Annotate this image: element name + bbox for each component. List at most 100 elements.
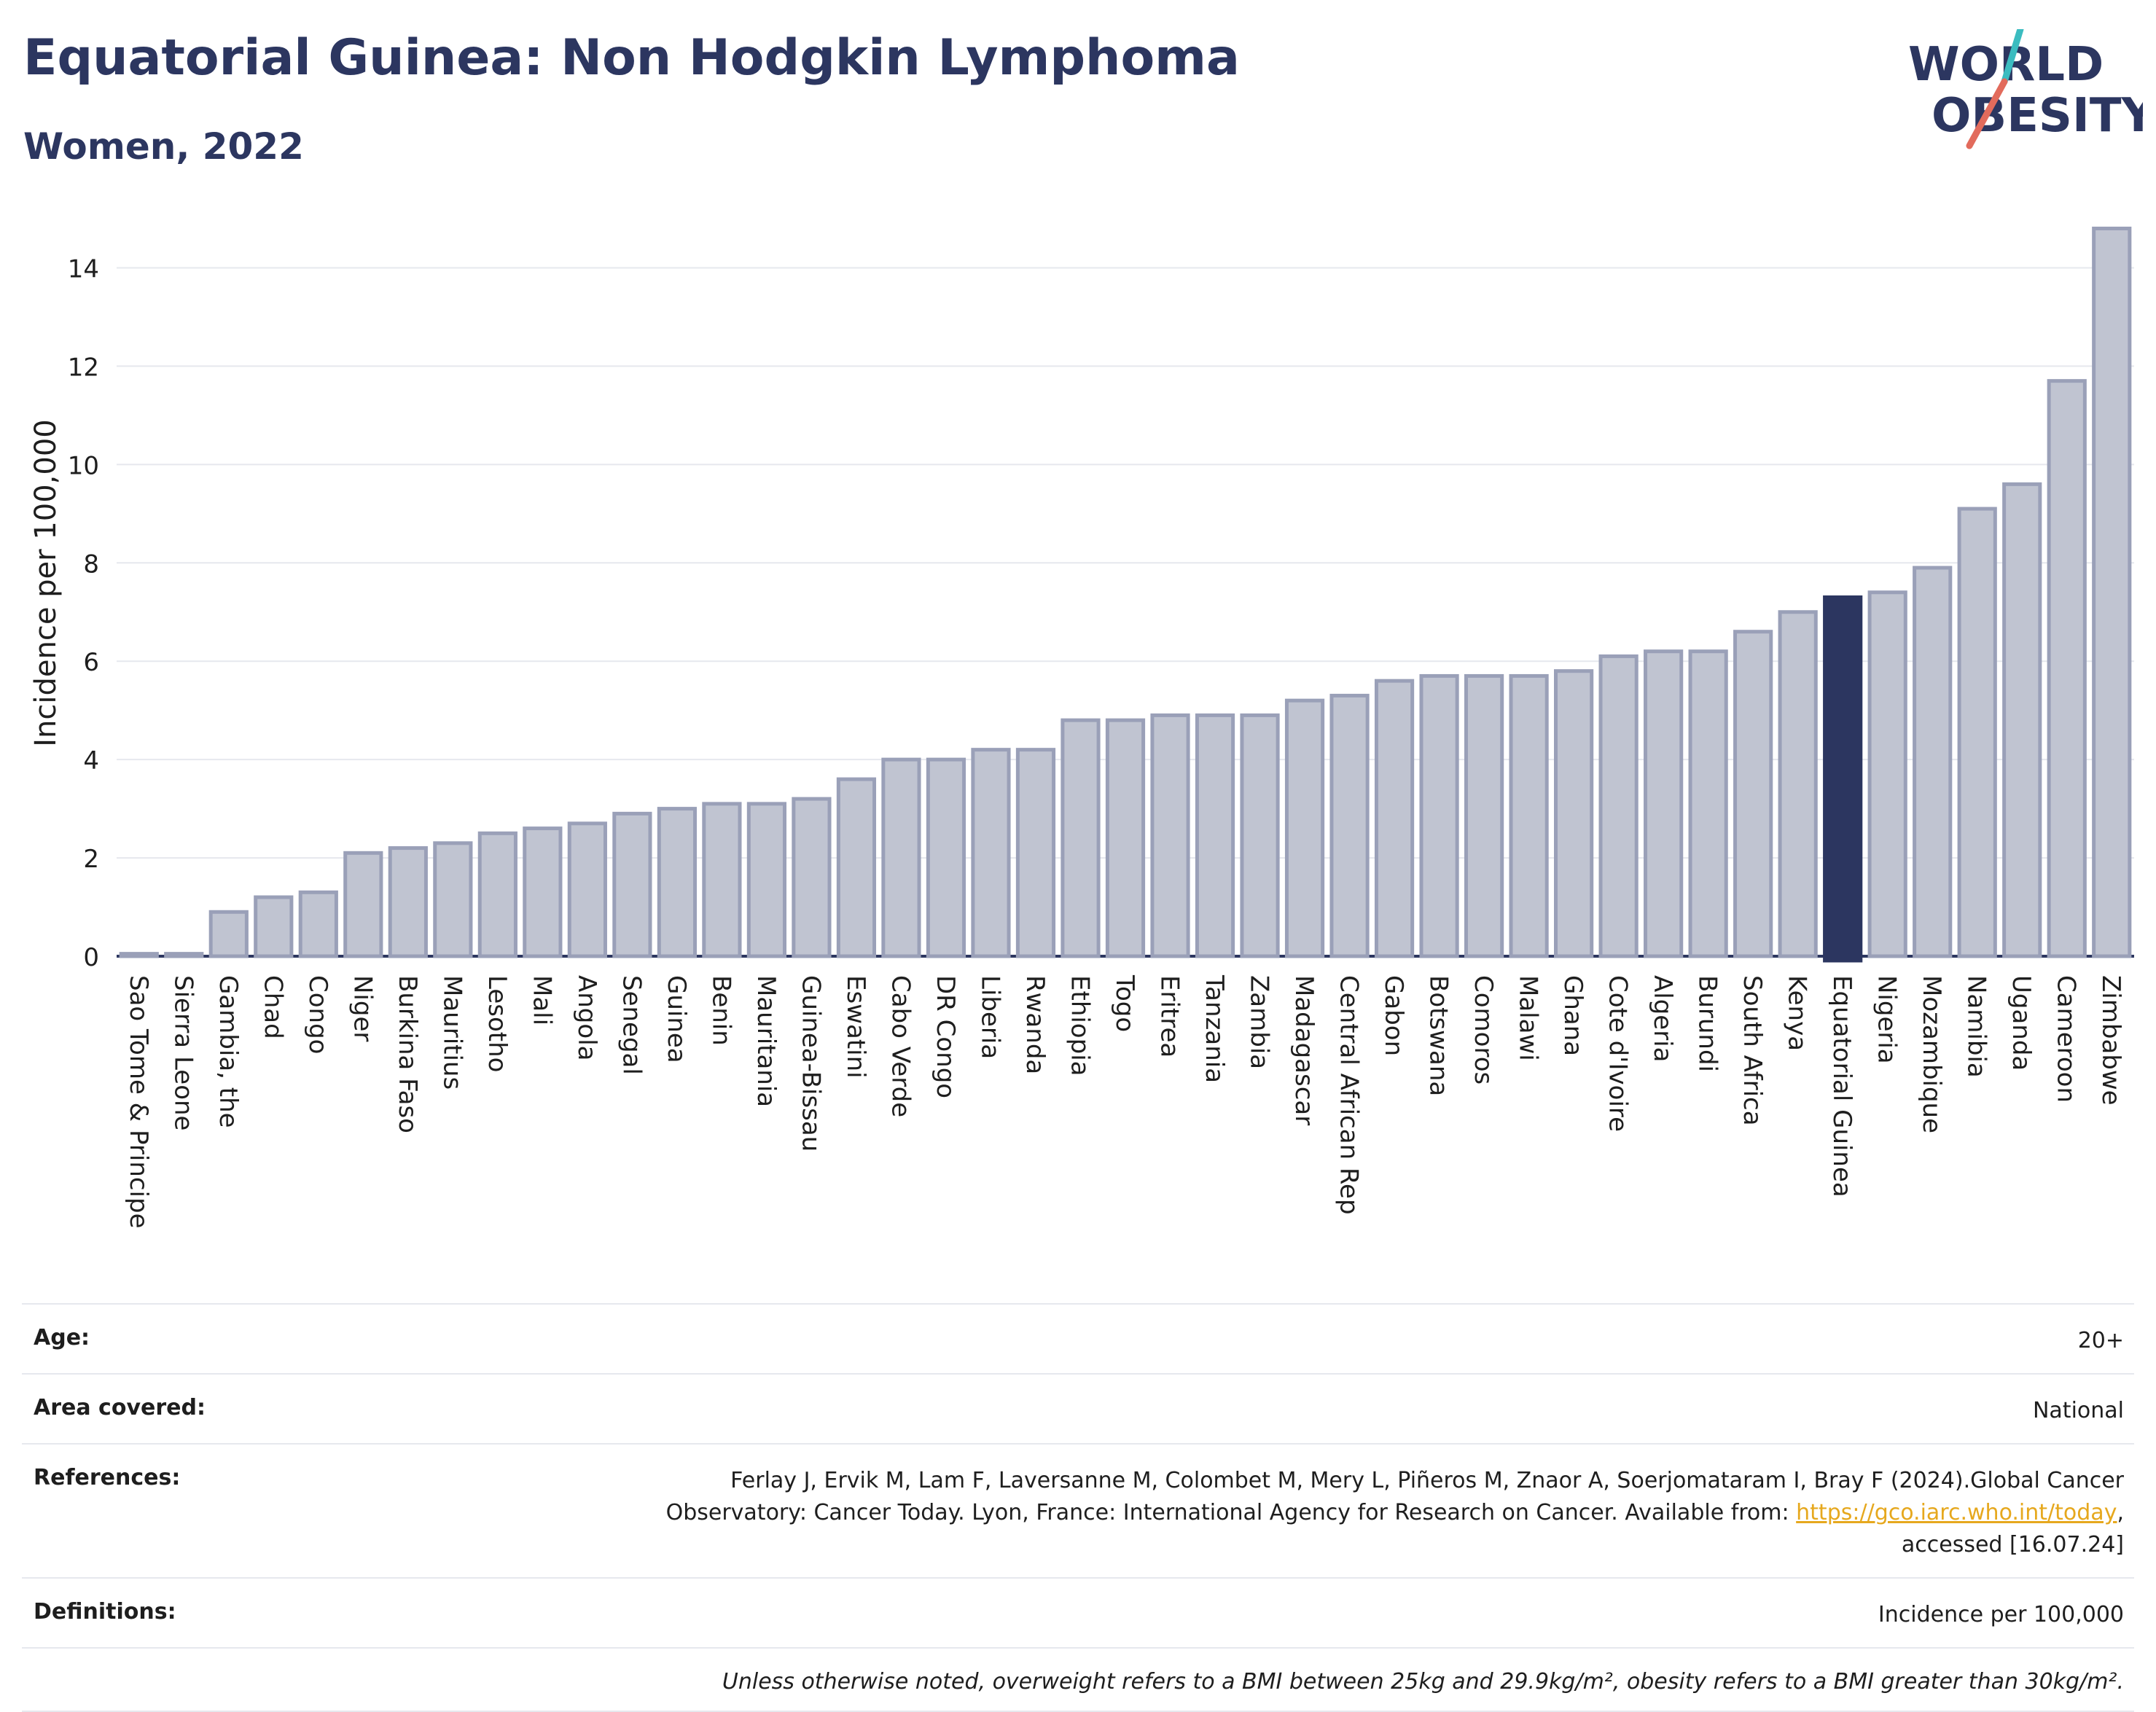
meta-row-references: References: Ferlay J, Ervik M, Lam F, La… <box>22 1443 2134 1577</box>
x-tick-label: Malawi <box>1514 975 1543 1061</box>
definitions-value: Incidence per 100,000 <box>1878 1602 2124 1627</box>
bar-south-africa <box>1733 630 1773 958</box>
x-tick-label: Mauritania <box>751 975 781 1107</box>
bar-niger <box>343 851 383 958</box>
x-tick-label: Niger <box>348 975 377 1041</box>
bar-rwanda <box>1015 748 1056 958</box>
bar-congo <box>298 890 338 958</box>
area-label: Area covered: <box>34 1395 206 1420</box>
bar-madagascar <box>1284 698 1325 958</box>
bar-ghana <box>1554 669 1594 958</box>
x-tick-label: DR Congo <box>931 975 960 1098</box>
bar-cameroon <box>2047 379 2087 958</box>
bar-zimbabwe <box>2092 226 2132 958</box>
x-tick-label: Nigeria <box>1872 975 1902 1064</box>
y-tick-label: 14 <box>68 254 99 284</box>
chart-subtitle: Women, 2022 <box>23 125 304 168</box>
bar-eritrea <box>1150 713 1190 958</box>
age-label: Age: <box>34 1325 90 1351</box>
bar-cote-d-ivoire <box>1598 654 1639 958</box>
bar-namibia <box>1957 507 1997 958</box>
ref-link[interactable]: https://gco.iarc.who.int/today <box>1796 1500 2117 1525</box>
x-tick-label: Cameroon <box>2052 975 2081 1103</box>
bar-chad <box>254 895 294 958</box>
bar-lesotho <box>477 831 517 958</box>
x-tick-label: Chad <box>258 975 287 1039</box>
x-tick-label: Central African Rep <box>1335 975 1364 1215</box>
bar-zambia <box>1240 713 1280 958</box>
logo-slash-coral <box>1966 78 2008 149</box>
y-tick-label: 2 <box>83 845 99 874</box>
x-tick-label: Ethiopia <box>1065 975 1094 1076</box>
age-value: 20+ <box>2077 1328 2124 1353</box>
x-tick-label: Liberia <box>975 975 1004 1059</box>
x-tick-label: Zambia <box>1245 975 1274 1069</box>
x-tick-label: Burkina Faso <box>393 975 422 1133</box>
logo-line2: OBESITY <box>1932 89 2143 143</box>
bar-sierra-leone <box>164 952 204 958</box>
bmi-note: Unless otherwise noted, overweight refer… <box>722 1669 2124 1695</box>
bar-kenya <box>1778 610 1818 958</box>
x-tick-label: Cabo Verde <box>886 975 915 1117</box>
x-tick-label: Togo <box>1110 974 1139 1032</box>
x-tick-label: Mali <box>527 975 556 1025</box>
x-tick-label: Cote d'Ivoire <box>1604 975 1633 1132</box>
bar-liberia <box>971 748 1011 958</box>
bar-benin <box>702 802 742 958</box>
meta-row-area: Area covered: National <box>22 1373 2134 1443</box>
x-tick-label: Senegal <box>617 975 646 1075</box>
bar-senegal <box>612 811 652 958</box>
x-tick-label: Namibia <box>1962 975 1991 1078</box>
bar-cabo-verde <box>881 757 921 958</box>
y-tick-labels: 0 2 4 6 8 10 12 14 <box>68 254 99 972</box>
x-tick-label: Mauritius <box>437 975 466 1090</box>
ref-text-1: Ferlay J, Ervik M, Lam F, Laversanne M, … <box>730 1468 2124 1493</box>
y-tick-label: 0 <box>83 943 99 972</box>
area-value: National <box>2032 1398 2124 1423</box>
chart-title: Equatorial Guinea: Non Hodgkin Lymphoma <box>23 29 1240 87</box>
y-tick-label: 4 <box>83 746 99 775</box>
bar-mauritania <box>746 802 787 958</box>
x-tick-label: Algeria <box>1648 975 1677 1062</box>
references-label: References: <box>34 1465 181 1490</box>
bar-ethiopia <box>1061 718 1101 958</box>
x-tick-labels: Sao Tome & Principe Sierra Leone Gambia, t… <box>124 974 2125 1229</box>
x-tick-label: Angola <box>572 975 601 1060</box>
bar-central-african-rep <box>1329 693 1370 958</box>
x-tick-label: Eritrea <box>1155 975 1184 1058</box>
x-tick-label: Guinea <box>662 975 691 1063</box>
bar-equatorial-guinea <box>1823 595 1863 963</box>
meta-row-definitions: Definitions: Incidence per 100,000 <box>22 1577 2134 1647</box>
bar-sao-tome-principe <box>119 952 159 958</box>
bar-angola <box>567 821 607 958</box>
x-tick-label: Gambia, the <box>214 975 243 1128</box>
y-tick-label: 10 <box>68 451 99 480</box>
x-tick-label: Benin <box>706 975 735 1046</box>
x-tick-label: Burundi <box>1693 975 1722 1072</box>
bar-gambia-the <box>208 910 249 958</box>
definitions-label: Definitions: <box>34 1599 176 1625</box>
x-tick-label: South Africa <box>1738 975 1767 1126</box>
bar-burundi <box>1688 649 1728 958</box>
bar-mali <box>523 826 563 958</box>
y-tick-label: 12 <box>68 353 99 382</box>
x-tick-label: Gabon <box>1379 975 1408 1056</box>
bar-gabon <box>1374 679 1415 958</box>
bar-eswatini <box>836 777 877 958</box>
x-tick-label: Uganda <box>2007 975 2036 1071</box>
bar-uganda <box>2002 482 2042 958</box>
bar-togo <box>1105 718 1146 958</box>
bar-guinea-bissau <box>792 797 832 958</box>
x-tick-label: Madagascar <box>1289 975 1319 1125</box>
meta-row-note: Unless otherwise noted, overweight refer… <box>22 1647 2134 1712</box>
metadata-table: Age: 20+ Area covered: National Referenc… <box>22 1303 2134 1712</box>
x-tick-label: Kenya <box>1783 975 1812 1051</box>
y-tick-label: 6 <box>83 648 99 677</box>
x-tick-label: Comoros <box>1469 975 1498 1084</box>
bar-chart: 0 2 4 6 8 10 12 14 Sao Tome & Principe Sierra Le… <box>29 226 2134 1229</box>
x-tick-label: Tanzania <box>1200 974 1229 1083</box>
bar-dr-congo <box>926 757 966 958</box>
ref-text-2: Observatory: Cancer Today. Lyon, France:… <box>665 1500 1797 1525</box>
bar-botswana <box>1419 673 1459 958</box>
world-obesity-logo: WORLD OBESITY <box>1908 29 2143 149</box>
